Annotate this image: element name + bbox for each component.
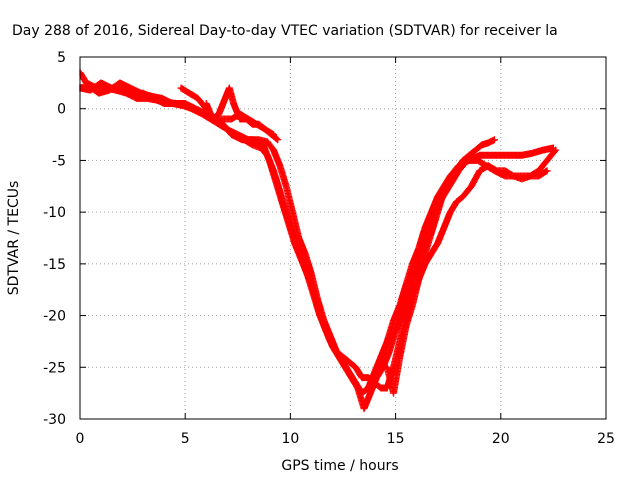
- x-tick-label: 10: [281, 431, 299, 447]
- series-1: [79, 69, 560, 413]
- y-tick-label: -30: [43, 412, 66, 428]
- series-6: [383, 136, 498, 397]
- y-tick-label: -20: [43, 309, 66, 325]
- y-tick-label: -15: [43, 257, 66, 273]
- series-markers: [79, 79, 557, 397]
- y-tick-label: -5: [52, 153, 66, 169]
- x-tick-label: 20: [492, 431, 510, 447]
- x-axis-label: GPS time / hours: [281, 458, 398, 474]
- y-tick-label: -10: [43, 205, 66, 221]
- plot-frame: [79, 56, 607, 420]
- series-markers: [383, 136, 498, 397]
- series-3: [79, 79, 551, 392]
- data-points: [79, 69, 560, 413]
- axes: 0 5 10 15 20 25 5 0 -5 -10 -15 -20 -25 -30: [43, 50, 615, 447]
- series-markers: [79, 79, 551, 392]
- chart-title: Day 288 of 2016, Sidereal Day-to-day VTE…: [12, 23, 558, 39]
- y-axis-label: SDTVAR / TECUs: [6, 181, 22, 296]
- series-markers: [202, 84, 282, 144]
- series-5: [202, 84, 282, 144]
- y-tick-label: -25: [43, 360, 66, 376]
- x-tick-label: 0: [76, 431, 85, 447]
- x-tick-label: 5: [181, 431, 190, 447]
- series-markers: [79, 69, 560, 413]
- series-2: [79, 79, 557, 397]
- x-tick-label: 15: [387, 431, 405, 447]
- y-tick-label: 0: [57, 102, 66, 118]
- y-tick-label: 5: [57, 50, 66, 66]
- x-tick-label: 25: [597, 431, 615, 447]
